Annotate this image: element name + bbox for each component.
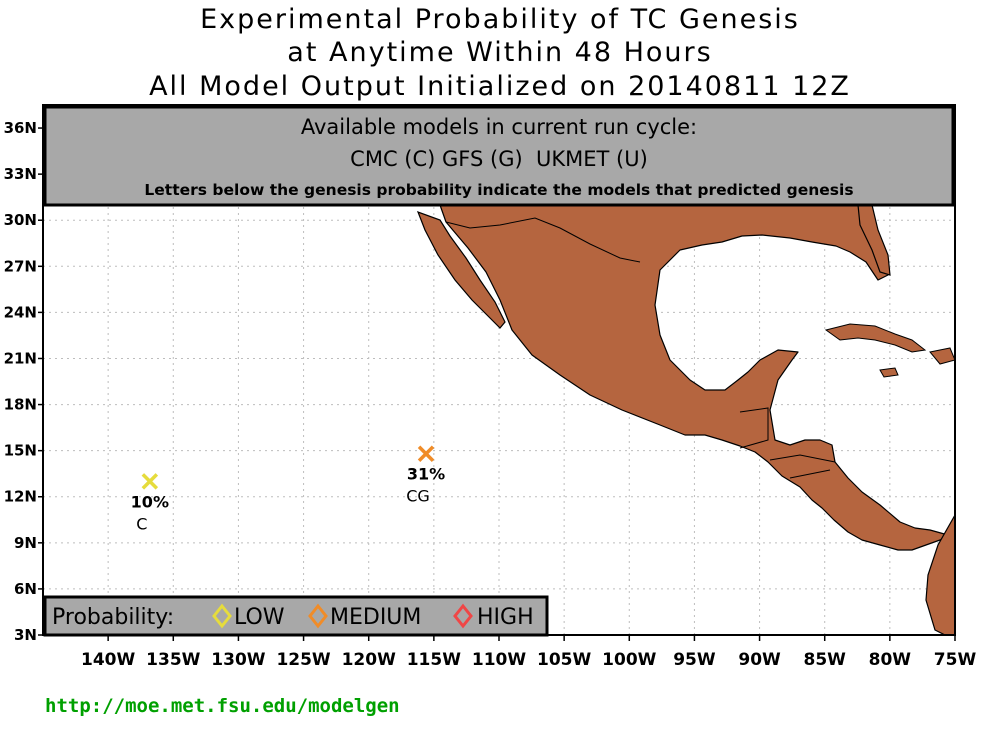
- axes: 140W 135W 130W 125W 120W 115W 110W 105W 100W 95W 9…: [4, 119, 977, 670]
- storm-probability-label: 10%: [131, 492, 169, 511]
- lat-tick-label: 21N: [4, 349, 37, 367]
- land-hispaniola: [929, 347, 955, 365]
- info-line-3: Letters below the genesis probability in…: [144, 181, 853, 199]
- lat-tick-label: 15N: [4, 442, 37, 460]
- land-cuba: [824, 323, 927, 353]
- land-florida: [857, 204, 891, 276]
- legend-panel: [43, 595, 549, 637]
- info-box: Available models in current run cycle: C…: [43, 105, 955, 207]
- lon-tick-label: 75W: [934, 650, 977, 670]
- lon-tick-label: 105W: [537, 650, 591, 670]
- legend-high-label: HIGH: [477, 605, 534, 630]
- storm-markers: 10% C 31% CG: [131, 445, 445, 533]
- storm-probability-label: 31%: [407, 465, 445, 484]
- legend-low-diamond-icon: [212, 603, 232, 629]
- lat-tick-label: 27N: [4, 257, 37, 275]
- border-central-america: [769, 454, 836, 479]
- lat-tick-label: 18N: [4, 396, 37, 414]
- lon-tick-label: 125W: [276, 650, 330, 670]
- lat-tick-label: 12N: [4, 488, 37, 506]
- border-guatemala: [739, 407, 769, 449]
- lon-tick-label: 140W: [81, 650, 135, 670]
- border-us-mexico: [445, 217, 641, 263]
- legend-high-diamond-icon: [453, 603, 473, 629]
- legend-label: Probability:: [52, 605, 174, 630]
- land-baja-california: [416, 210, 506, 329]
- storm-models-label: CG: [406, 487, 430, 506]
- lat-tick-label: 30N: [4, 211, 37, 229]
- lat-tick-label: 6N: [14, 580, 37, 598]
- lon-tick-label: 100W: [602, 650, 656, 670]
- title-line-1: Experimental Probability of TC Genesis: [200, 4, 800, 35]
- title-line-3: All Model Output Initialized on 20140811…: [149, 71, 851, 102]
- info-line-2: CMC (C) GFS (G) UKMET (U): [350, 147, 648, 171]
- lon-tick-label: 130W: [211, 650, 265, 670]
- storm-x-icon: [141, 473, 159, 490]
- lon-tick-label: 120W: [342, 650, 396, 670]
- lat-tick-label: 24N: [4, 303, 37, 321]
- storm-marker-medium: 31% CG: [406, 445, 445, 506]
- lat-tick-label: 3N: [14, 626, 37, 644]
- legend-low-label: LOW: [234, 605, 285, 630]
- legend-medium-label: MEDIUM: [330, 605, 421, 630]
- storm-models-label: C: [136, 514, 147, 533]
- legend-medium-diamond-icon: [308, 603, 328, 629]
- lat-tick-label: 9N: [14, 534, 37, 552]
- lon-tick-label: 95W: [673, 650, 716, 670]
- lat-tick-label: 36N: [4, 119, 37, 137]
- country-borders: [445, 217, 836, 479]
- source-url-link[interactable]: http://moe.met.fsu.edu/modelgen: [45, 695, 400, 717]
- land-jamaica: [879, 367, 899, 378]
- land-north-america: [439, 204, 955, 555]
- probability-legend: Probability: LOW MEDIUM HIGH: [43, 595, 549, 637]
- title-line-2: at Anytime Within 48 Hours: [287, 37, 713, 68]
- lon-tick-label: 80W: [869, 650, 912, 670]
- info-box-panel: [43, 105, 955, 207]
- lon-tick-label: 115W: [407, 650, 461, 670]
- lon-tick-label: 110W: [472, 650, 526, 670]
- land-south-america: [925, 513, 955, 635]
- land-layer: [416, 204, 955, 635]
- lon-tick-label: 90W: [738, 650, 781, 670]
- storm-x-icon: [417, 445, 435, 462]
- lon-tick-label: 135W: [146, 650, 200, 670]
- lat-tick-label: 33N: [4, 165, 37, 183]
- storm-marker-low: 10% C: [131, 473, 169, 533]
- info-line-1: Available models in current run cycle:: [301, 115, 697, 139]
- lon-tick-label: 85W: [804, 650, 847, 670]
